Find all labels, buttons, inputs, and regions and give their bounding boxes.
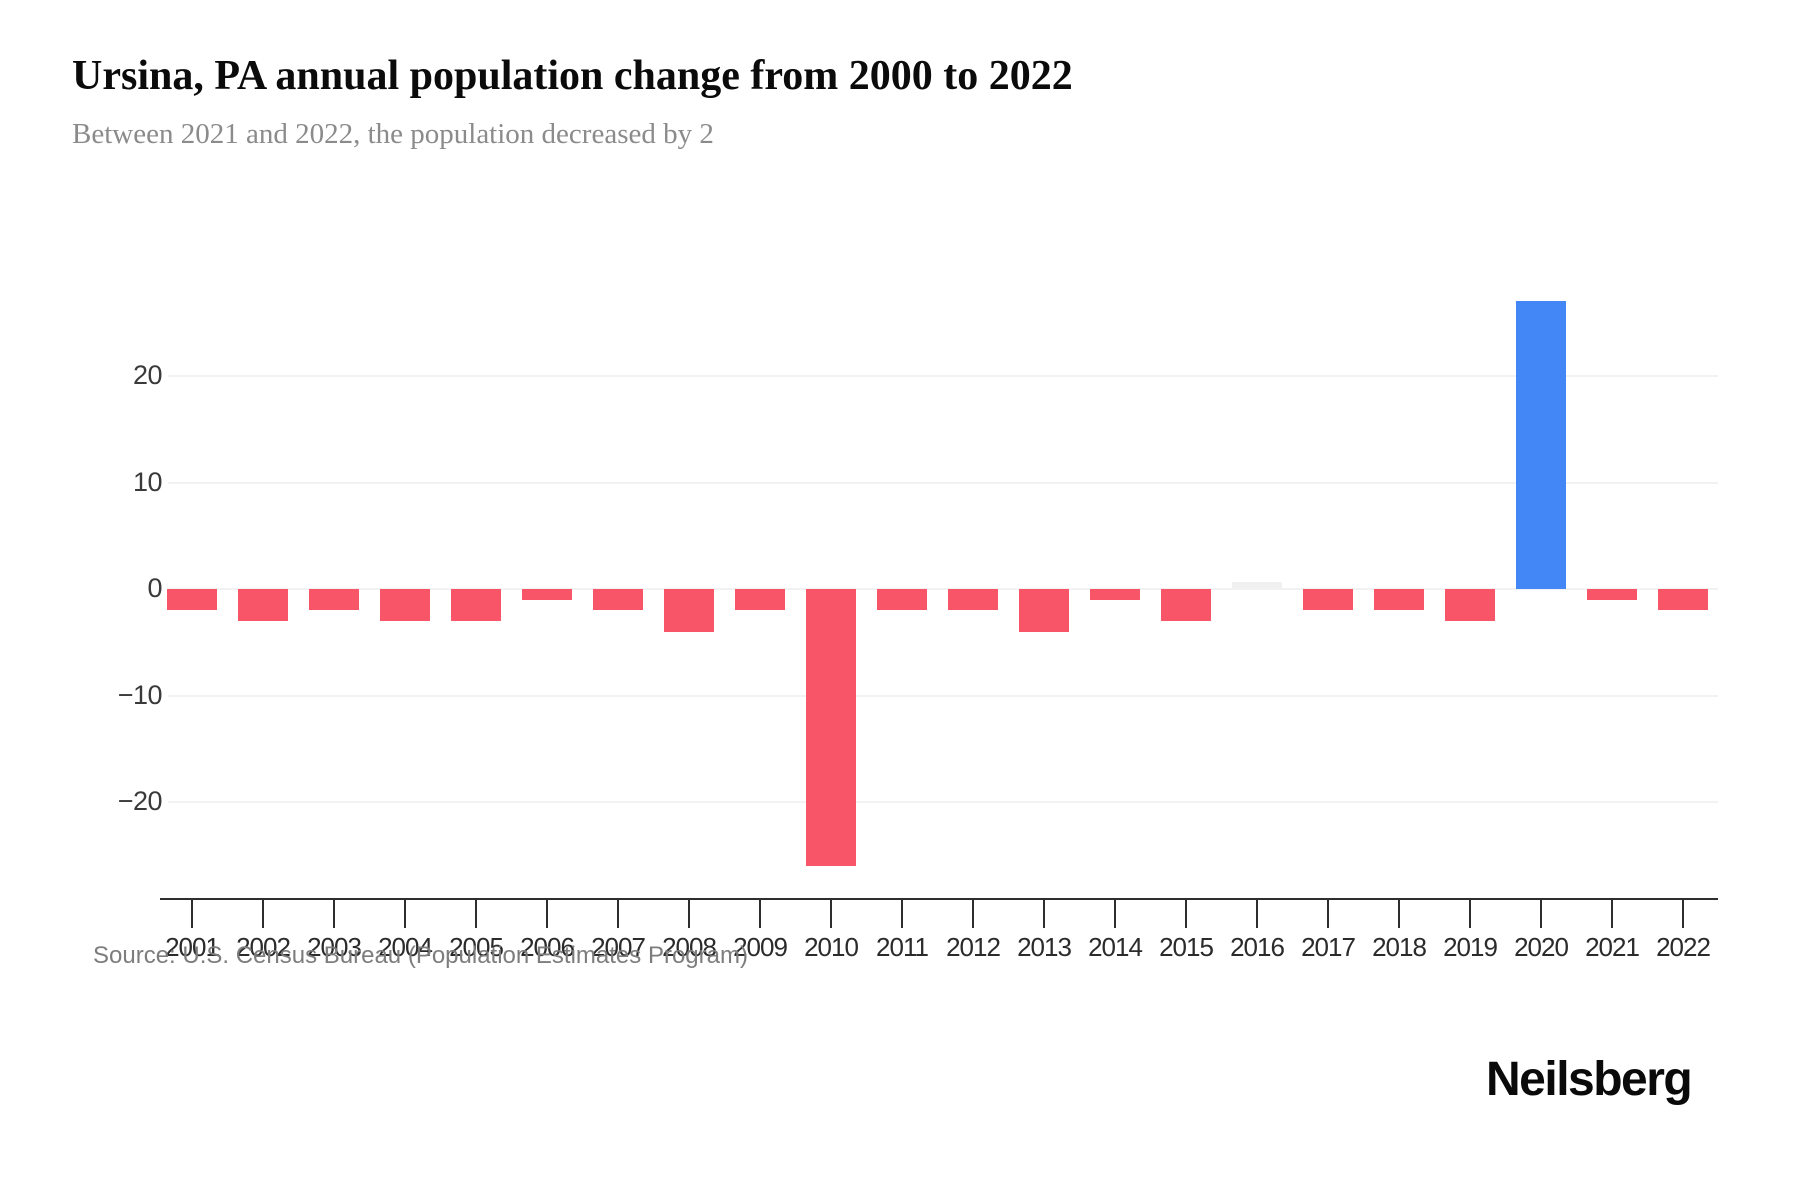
x-tick-label-2005: 2005 — [449, 932, 504, 962]
x-tick — [404, 900, 406, 928]
bar-2003[interactable] — [309, 589, 359, 611]
x-tick — [1114, 900, 1116, 928]
x-tick-label-2016: 2016 — [1230, 932, 1285, 962]
gridline — [168, 694, 1718, 697]
bar-2002[interactable] — [238, 589, 288, 621]
bar-2021[interactable] — [1587, 589, 1637, 600]
bar-2011[interactable] — [877, 589, 927, 611]
bar-2016[interactable] — [1232, 582, 1282, 589]
x-tick-label-2002: 2002 — [236, 932, 291, 962]
source-text: Source: U.S. Census Bureau (Population E… — [93, 942, 748, 969]
x-tick — [617, 900, 619, 928]
bar-2005[interactable] — [451, 589, 501, 621]
bar-2010[interactable] — [806, 589, 856, 866]
x-tick — [1611, 900, 1613, 928]
bar-2022[interactable] — [1658, 589, 1708, 611]
x-tick — [901, 900, 903, 928]
bar-2013[interactable] — [1019, 589, 1069, 632]
x-tick — [333, 900, 335, 928]
x-tick-label-2010: 2010 — [804, 932, 859, 962]
x-tick-label-2011: 2011 — [876, 932, 929, 962]
bar-2020[interactable] — [1516, 301, 1566, 589]
bar-2015[interactable] — [1161, 589, 1211, 621]
x-tick-label-2013: 2013 — [1017, 932, 1072, 962]
x-tick-label-2012: 2012 — [946, 932, 1001, 962]
gridline — [168, 481, 1718, 484]
x-axis-line — [160, 898, 1718, 900]
bar-2018[interactable] — [1374, 589, 1424, 611]
x-tick-label-2019: 2019 — [1443, 932, 1498, 962]
x-tick-label-2001: 2001 — [165, 932, 220, 962]
bar-2012[interactable] — [948, 589, 998, 611]
x-tick-label-2009: 2009 — [733, 932, 788, 962]
x-tick — [1327, 900, 1329, 928]
x-tick-label-2003: 2003 — [307, 932, 362, 962]
bar-2008[interactable] — [664, 589, 714, 632]
x-tick-label-2014: 2014 — [1088, 932, 1143, 962]
x-tick-label-2004: 2004 — [378, 932, 433, 962]
chart-subtitle: Between 2021 and 2022, the population de… — [72, 118, 714, 150]
x-tick-label-2017: 2017 — [1301, 932, 1356, 962]
x-tick-label-2020: 2020 — [1514, 932, 1569, 962]
x-tick — [1469, 900, 1471, 928]
chart-title: Ursina, PA annual population change from… — [72, 53, 1073, 99]
x-tick — [546, 900, 548, 928]
x-tick — [1540, 900, 1542, 928]
neilsberg-logo: Neilsberg — [1486, 1053, 1693, 1106]
bar-2019[interactable] — [1445, 589, 1495, 621]
x-tick — [1256, 900, 1258, 928]
x-tick-label-2015: 2015 — [1159, 932, 1214, 962]
x-tick — [191, 900, 193, 928]
y-tick-label: −20 — [117, 786, 163, 816]
bar-2006[interactable] — [522, 589, 572, 600]
y-tick-label: 20 — [132, 360, 163, 390]
x-tick-label-2006: 2006 — [520, 932, 575, 962]
x-tick — [1682, 900, 1684, 928]
x-tick-label-2022: 2022 — [1656, 932, 1711, 962]
y-tick-label: 0 — [147, 573, 162, 603]
x-tick — [759, 900, 761, 928]
bar-2001[interactable] — [167, 589, 217, 611]
bar-2007[interactable] — [593, 589, 643, 611]
x-tick-label-2018: 2018 — [1372, 932, 1427, 962]
bar-2014[interactable] — [1090, 589, 1140, 600]
y-tick-label: 10 — [132, 466, 163, 497]
x-tick — [1185, 900, 1187, 928]
x-tick-label-2021: 2021 — [1585, 932, 1640, 962]
x-tick — [1043, 900, 1045, 928]
x-tick-label-2007: 2007 — [591, 932, 646, 962]
gridline — [168, 588, 1718, 590]
gridline — [168, 801, 1718, 803]
y-tick-label: −10 — [117, 679, 163, 710]
bar-2009[interactable] — [735, 589, 785, 611]
x-tick — [475, 900, 477, 928]
bar-2004[interactable] — [380, 589, 430, 621]
x-tick — [972, 900, 974, 928]
bar-2017[interactable] — [1303, 589, 1353, 611]
gridline — [168, 375, 1718, 377]
x-tick — [262, 900, 264, 928]
x-tick — [688, 900, 690, 928]
x-tick — [1398, 900, 1400, 928]
x-tick — [830, 900, 832, 928]
x-tick-label-2008: 2008 — [662, 932, 717, 962]
